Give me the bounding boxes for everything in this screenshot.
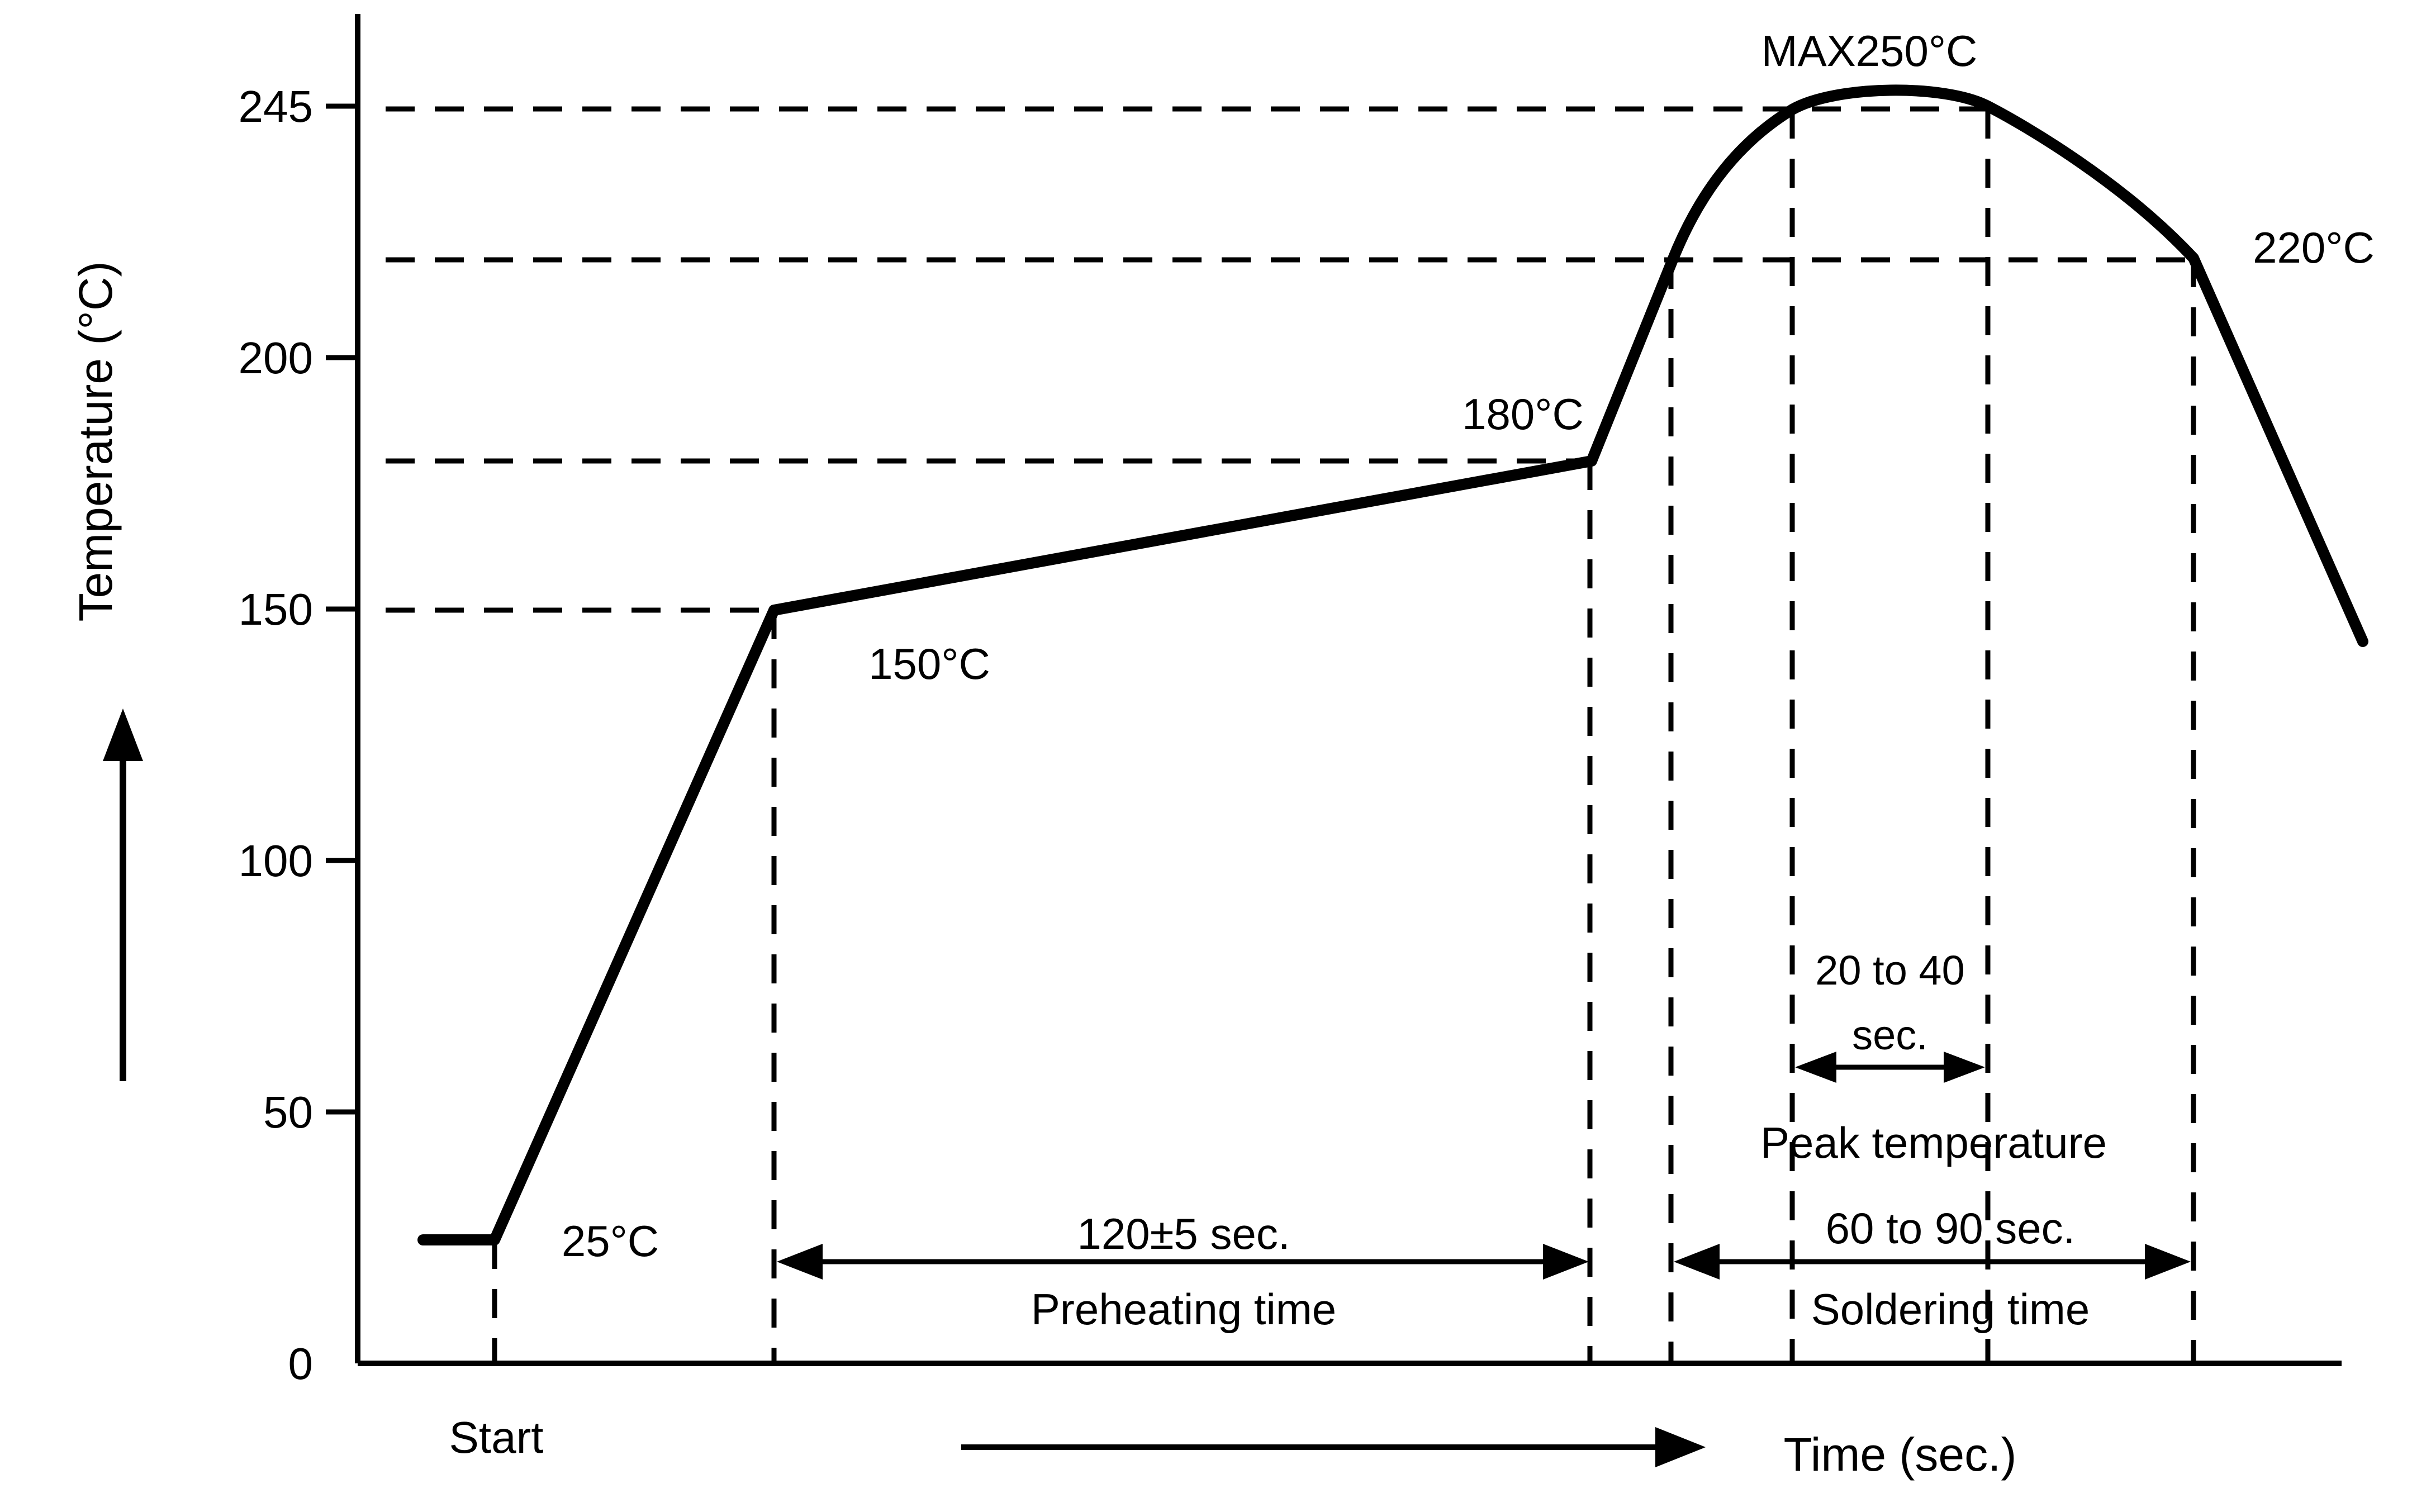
- drop-lines: [492, 110, 2196, 1363]
- temp-220-label: 220°C: [2253, 223, 2375, 272]
- y-tick-label-100: 100: [239, 836, 313, 886]
- curve-annotations: MAX250°C 220°C 180°C 150°C 25°C: [562, 26, 2375, 1266]
- peak-arrow-head-left: [1795, 1052, 1836, 1083]
- preheat-name-label: Preheating time: [1031, 1285, 1336, 1334]
- y-axis-title: Temperature (°C): [69, 261, 122, 621]
- x-origin-label: Start: [449, 1413, 544, 1462]
- temperature-profile-curve: [417, 84, 2368, 1245]
- peak-double-arrow-icon: [1795, 1052, 1985, 1083]
- x-arrow-head: [1655, 1427, 1706, 1467]
- temp-25-label: 25°C: [562, 1216, 659, 1266]
- y-arrow-head: [103, 709, 143, 761]
- soldering-range: 60 to 90 sec. Soldering time: [1674, 1204, 2191, 1334]
- axes: 245 200 150 100 50 0 Temperature (°C) Ti…: [69, 14, 2342, 1481]
- y-tick-label-50: 50: [263, 1087, 313, 1137]
- y-tick-label-150: 150: [239, 584, 313, 634]
- soldering-arrow-head-right: [2145, 1244, 2191, 1280]
- peak-duration-label-line2: sec.: [1852, 1012, 1928, 1058]
- preheating-range: 120±5 sec. Preheating time: [777, 1209, 1589, 1334]
- temp-180-label: 180°C: [1462, 389, 1584, 439]
- preheat-arrow-head-left: [777, 1244, 823, 1280]
- y-tick-label-200: 200: [239, 333, 313, 383]
- soldering-duration-label: 60 to 90 sec.: [1826, 1204, 2076, 1253]
- y-axis-direction-arrow-icon: [103, 709, 143, 1081]
- max-temp-label: MAX250°C: [1761, 26, 1978, 75]
- soldering-double-arrow-icon: [1674, 1244, 2191, 1280]
- reference-lines: [386, 106, 2191, 613]
- x-axis-title: Time (sec.): [1784, 1428, 2017, 1481]
- preheat-duration-label: 120±5 sec.: [1077, 1209, 1290, 1258]
- peak-range: 20 to 40 sec. Peak temperature: [1760, 947, 2107, 1167]
- x-axis-direction-arrow-icon: [961, 1427, 1706, 1467]
- peak-arrow-head-right: [1944, 1052, 1985, 1083]
- y-tick-label-0: 0: [288, 1339, 314, 1389]
- peak-name-label: Peak temperature: [1760, 1118, 2107, 1167]
- temp-150-label: 150°C: [868, 639, 990, 688]
- soldering-name-label: Soldering time: [1811, 1285, 2090, 1334]
- y-tick-label-245: 245: [239, 82, 313, 131]
- preheat-double-arrow-icon: [777, 1244, 1589, 1280]
- preheat-arrow-head-right: [1543, 1244, 1589, 1280]
- soldering-arrow-head-left: [1674, 1244, 1720, 1280]
- peak-duration-label-line1: 20 to 40: [1815, 947, 1964, 993]
